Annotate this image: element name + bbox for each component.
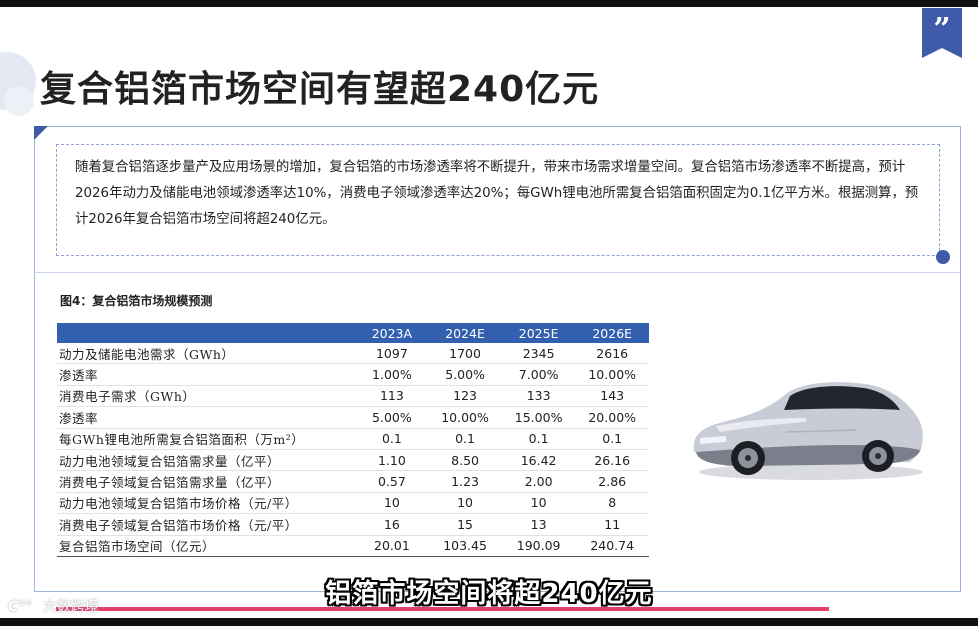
table-header-cell: 2024E: [428, 323, 502, 343]
table-cell: 11: [575, 513, 649, 536]
table-cell: 10: [501, 492, 576, 515]
video-bottom-letterbox: [0, 618, 978, 626]
market-forecast-table: 2023A 2024E 2025E 2026E 动力及储能电池需求（GWh） 1…: [57, 323, 649, 557]
table-cell: 190.09: [501, 534, 576, 557]
table-cell: 0.1: [428, 428, 502, 450]
row-label: 渗透率: [57, 406, 356, 429]
quote-icon: ”: [922, 8, 962, 58]
table-cell: 7.00%: [501, 363, 576, 386]
table-cell: 10.00%: [575, 363, 649, 386]
figure-caption: 图4：复合铝箔市场规模预测: [60, 294, 213, 308]
row-label: 动力电池领域复合铝箔需求量（亿平）: [57, 449, 356, 472]
table-cell: 123: [428, 385, 502, 408]
table-cell: 0.1: [501, 428, 576, 450]
table-cell: 10: [428, 492, 502, 515]
row-label: 动力及储能电池需求（GWh）: [57, 343, 356, 365]
table-header-cell: 2026E: [575, 323, 649, 343]
table-cell: 2.86: [575, 470, 649, 493]
decorative-circle-small: [4, 86, 34, 116]
table-header-cell: [57, 323, 356, 343]
table-cell: 143: [575, 385, 649, 408]
video-progress-bar[interactable]: [56, 607, 829, 611]
table-cell: 10: [355, 492, 429, 515]
table-cell: 103.45: [428, 534, 502, 557]
table-cell: 13: [501, 513, 576, 536]
table-cell: 0.1: [575, 428, 649, 450]
video-top-letterbox: [0, 0, 978, 7]
table-cell: 0.1: [355, 428, 429, 450]
table-cell: 2.00: [501, 470, 576, 493]
row-label: 复合铝箔市场空间（亿元）: [57, 534, 356, 557]
table-header-cell: 2025E: [501, 323, 576, 343]
video-subtitle: 铝箔市场空间将超240亿元: [325, 579, 653, 609]
electric-sedan-image: [693, 382, 923, 480]
watermark-text: 大数跨境: [42, 599, 99, 615]
table-cell: 20.00%: [575, 406, 649, 429]
row-label: 动力电池领域复合铝箔市场价格（元/平）: [57, 492, 356, 515]
table-cell: 1700: [428, 343, 502, 365]
table-cell: 240.74: [575, 534, 649, 557]
table-cell: 5.00%: [428, 363, 502, 386]
table-header-cell: 2023A: [355, 323, 429, 343]
table-row: 动力电池领域复合铝箔市场价格（元/平） 10 10 10 8: [57, 492, 649, 515]
table-cell: 8.50: [428, 449, 502, 472]
table-cell: 0.57: [355, 470, 429, 493]
table-cell: 20.01: [355, 534, 429, 557]
table-cell: 1.23: [428, 470, 502, 493]
table-row: 动力及储能电池需求（GWh） 1097 1700 2345 2616: [57, 343, 649, 365]
table-row: 每GWh锂电池所需复合铝箔面积（万m²） 0.1 0.1 0.1 0.1: [57, 428, 649, 450]
table-cell: 15.00%: [501, 406, 576, 429]
row-label: 消费电子领域复合铝箔需求量（亿平）: [57, 470, 356, 493]
table-cell: 16.42: [501, 449, 576, 472]
table-cell: 113: [355, 385, 429, 408]
table-cell: 1.00%: [355, 363, 429, 386]
panel-divider: [34, 272, 960, 273]
table-cell: 1.10: [355, 449, 429, 472]
table-cell: 8: [575, 492, 649, 515]
table-row: 消费电子领域复合铝箔需求量（亿平） 0.57 1.23 2.00 2.86: [57, 470, 649, 493]
table-cell: 1097: [355, 343, 429, 365]
table-row: 动力电池领域复合铝箔需求量（亿平） 1.10 8.50 16.42 26.16: [57, 449, 649, 472]
table-cell: 10.00%: [428, 406, 502, 429]
panel-corner-accent: [34, 126, 48, 140]
summary-dot-accent: [936, 250, 950, 264]
table-cell: 16: [355, 513, 429, 536]
summary-text-box: 随着复合铝箔逐步量产及应用场景的增加，复合铝箔的市场渗透率将不断提升，带来市场需…: [56, 144, 940, 256]
table-row: 消费电子需求（GWh） 113 123 133 143: [57, 385, 649, 408]
table-header-row: 2023A 2024E 2025E 2026E: [57, 323, 649, 343]
table-row: 渗透率 1.00% 5.00% 7.00% 10.00%: [57, 363, 649, 386]
row-label: 每GWh锂电池所需复合铝箔面积（万m²）: [57, 428, 356, 450]
table-cell: 2345: [501, 343, 576, 365]
table-cell: 2616: [575, 343, 649, 365]
table-row: 消费电子领域复合铝箔市场价格（元/平） 16 15 13 11: [57, 513, 649, 536]
table-row-total: 复合铝箔市场空间（亿元） 20.01 103.45 190.09 240.74: [57, 534, 649, 557]
channel-watermark: C°° 大数跨境: [8, 596, 99, 616]
table-row: 渗透率 5.00% 10.00% 15.00% 20.00%: [57, 406, 649, 429]
table-cell: 15: [428, 513, 502, 536]
table-cell: 26.16: [575, 449, 649, 472]
table-cell: 5.00%: [355, 406, 429, 429]
row-label: 消费电子需求（GWh）: [57, 385, 356, 408]
table-cell: 133: [501, 385, 576, 408]
row-label: 渗透率: [57, 363, 356, 386]
row-label: 消费电子领域复合铝箔市场价格（元/平）: [57, 513, 356, 536]
slide-title: 复合铝箔市场空间有望超240亿元: [40, 69, 600, 110]
watermark-logo: C°°: [8, 599, 33, 615]
